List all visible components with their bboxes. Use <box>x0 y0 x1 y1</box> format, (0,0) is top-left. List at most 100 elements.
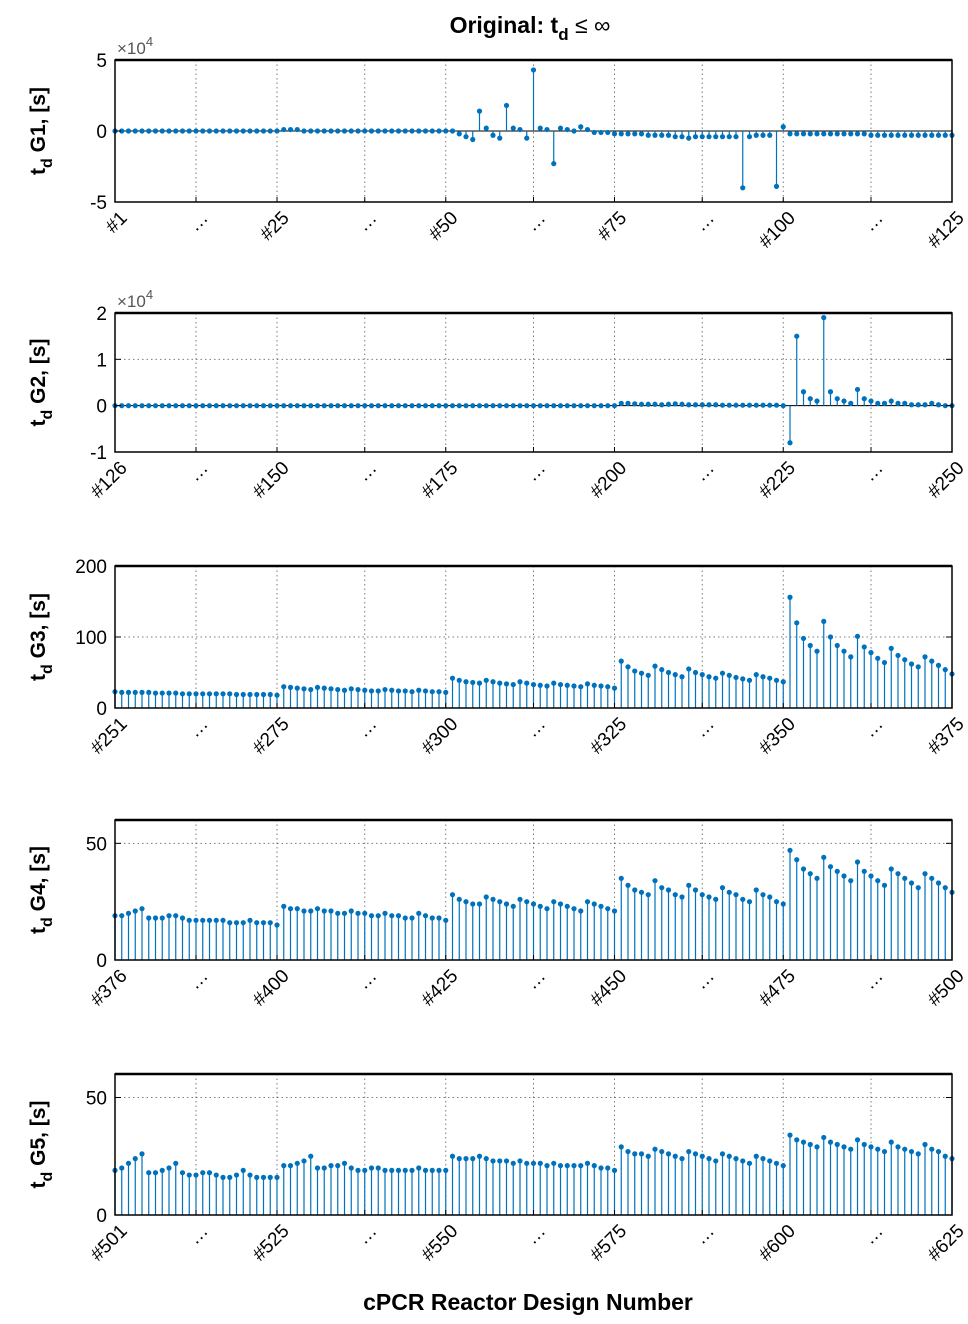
stem-marker <box>233 691 240 698</box>
x-tick-label: #425 <box>418 966 463 1011</box>
stem-marker <box>807 871 813 877</box>
stem-marker <box>200 691 206 697</box>
stem-marker <box>314 1165 321 1171</box>
stem-marker <box>510 681 516 688</box>
stem-marker <box>834 868 840 874</box>
stem-marker <box>929 1146 935 1152</box>
stem-marker <box>524 899 530 905</box>
stem-marker <box>173 913 179 919</box>
stem-marker <box>456 677 462 683</box>
stem-marker <box>605 1165 611 1171</box>
stem-marker <box>665 132 672 138</box>
stem-marker <box>159 1167 165 1173</box>
stem-marker <box>281 126 287 133</box>
stem-marker <box>274 403 280 409</box>
x-tick-label: #275 <box>249 714 294 759</box>
stem-marker <box>382 1167 388 1173</box>
stem-marker <box>841 873 847 879</box>
stem-marker <box>551 161 557 167</box>
stem-marker <box>341 403 348 409</box>
stem-marker <box>692 402 699 408</box>
stem-marker <box>915 1151 921 1157</box>
stem-marker <box>659 667 665 673</box>
stem-marker <box>753 1153 759 1159</box>
stem-marker <box>254 1174 260 1180</box>
stem-marker <box>787 131 793 137</box>
stem-marker <box>139 128 145 134</box>
stem-marker <box>794 620 800 626</box>
stem-marker <box>335 1163 341 1169</box>
stem-marker <box>679 134 685 140</box>
stem-marker <box>922 1141 928 1148</box>
stem-marker <box>780 403 786 409</box>
stem-marker <box>854 859 861 865</box>
stem-marker <box>915 885 921 891</box>
stem-marker <box>875 1146 881 1152</box>
stem-marker <box>186 917 192 923</box>
stem-marker <box>524 403 530 409</box>
x-tick-label: … <box>859 714 887 742</box>
stem-marker <box>294 403 300 409</box>
stem-marker <box>915 132 921 138</box>
stem-marker <box>200 1170 206 1176</box>
stem-marker <box>726 134 732 140</box>
stem-marker <box>848 1146 854 1152</box>
stem-marker <box>773 1160 780 1166</box>
stem-marker <box>402 688 408 694</box>
stem-marker <box>638 889 645 895</box>
stem-marker <box>119 128 125 134</box>
stem-marker <box>638 131 645 137</box>
x-tick-label: #500 <box>924 966 968 1011</box>
stem-marker <box>794 857 800 863</box>
stem-marker <box>767 402 773 408</box>
x-axis-label: cPCR Reactor Design Number <box>363 1289 693 1315</box>
stem-marker <box>814 1144 820 1150</box>
stem-marker <box>227 128 233 134</box>
stem-marker <box>355 128 361 134</box>
stem-marker <box>463 403 469 409</box>
x-tick-label: … <box>184 458 212 486</box>
stem-marker <box>139 1151 145 1157</box>
stem-marker <box>348 908 354 914</box>
stem-marker <box>740 896 746 902</box>
stem-marker <box>314 128 321 134</box>
x-tick-label: #50 <box>425 208 462 245</box>
stem-marker <box>206 128 213 134</box>
stem-marker <box>881 882 888 888</box>
x-tick-label: … <box>353 966 381 994</box>
stem-marker <box>544 683 550 689</box>
stem-marker <box>193 403 199 409</box>
stem-marker <box>503 102 510 109</box>
stem-marker <box>152 1170 159 1176</box>
stem-marker <box>895 132 901 138</box>
stem-marker <box>321 403 327 409</box>
subplot-g2: -1 0 1 2 #126 … #150 … #175 … #200 … #225 … #250 ×104 td… <box>27 287 968 502</box>
stem-marker <box>368 128 375 134</box>
stem-marker <box>719 670 726 676</box>
stem-marker <box>267 128 273 134</box>
stem-marker <box>935 662 942 669</box>
stem-marker <box>260 920 267 926</box>
stem-marker <box>780 901 786 907</box>
stem-marker <box>922 402 928 408</box>
stem-marker <box>247 128 253 134</box>
stem-marker <box>429 403 435 409</box>
stem-marker <box>240 691 246 698</box>
stem-marker <box>422 913 429 919</box>
stem-marker <box>719 402 726 408</box>
stem-marker <box>557 125 564 131</box>
stem-marker <box>260 691 267 698</box>
stem-marker <box>503 901 510 907</box>
x-tick-label: #25 <box>256 208 293 245</box>
stem-marker <box>314 403 321 409</box>
stem-marker <box>402 128 408 134</box>
stem-marker <box>159 915 165 921</box>
stem-marker <box>173 690 179 696</box>
stem-marker <box>665 401 672 407</box>
stem-marker <box>773 899 780 905</box>
stem-marker <box>868 1144 874 1150</box>
stem-marker <box>443 403 449 409</box>
stem-marker <box>827 864 834 870</box>
x-tick-label: … <box>184 966 212 994</box>
stem-marker <box>625 1148 631 1155</box>
